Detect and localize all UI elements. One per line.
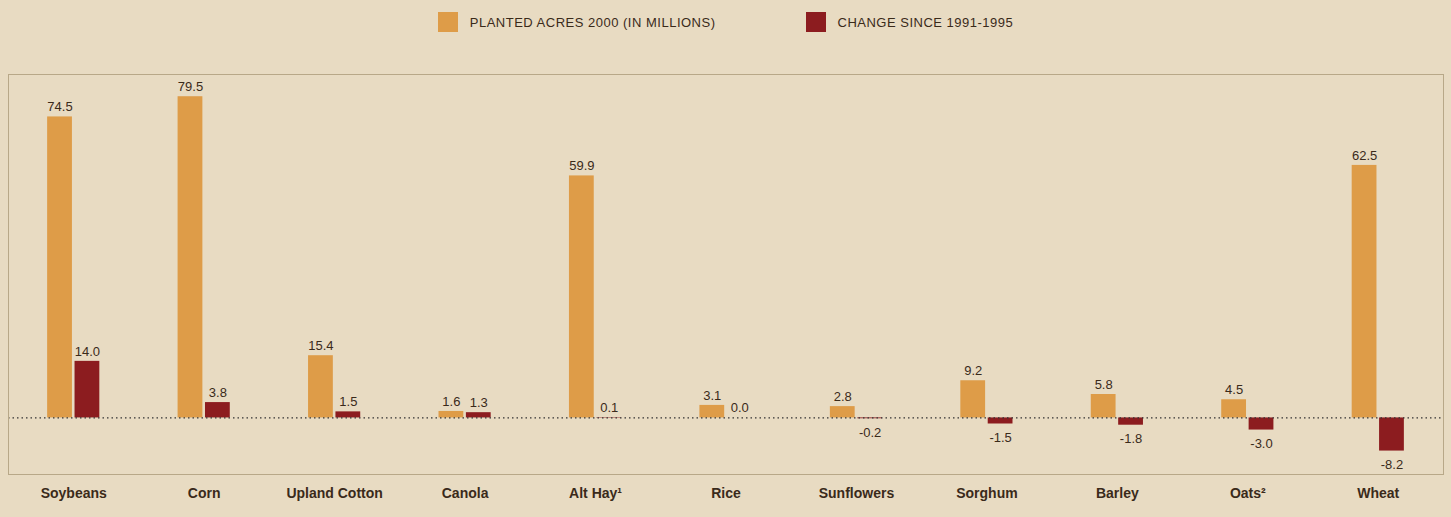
svg-text:Rice: Rice — [711, 485, 741, 501]
svg-text:-0.2: -0.2 — [859, 425, 881, 440]
svg-text:-8.2: -8.2 — [1381, 457, 1403, 472]
svg-text:-1.5: -1.5 — [989, 430, 1011, 445]
svg-text:Sorghum: Sorghum — [956, 485, 1017, 501]
svg-text:1.6: 1.6 — [442, 394, 460, 409]
svg-text:Sunflowers: Sunflowers — [819, 485, 895, 501]
svg-text:Oats²: Oats² — [1230, 485, 1266, 501]
svg-text:5.8: 5.8 — [1095, 377, 1113, 392]
svg-text:Corn: Corn — [188, 485, 221, 501]
svg-text:0.0: 0.0 — [731, 400, 749, 415]
svg-text:Alt Hay¹: Alt Hay¹ — [569, 485, 622, 501]
svg-text:74.5: 74.5 — [47, 99, 72, 114]
svg-text:4.5: 4.5 — [1225, 382, 1243, 397]
html-text:CHANGE SINCE 1991-1995: CHANGE SINCE 1991-1995 — [837, 14, 1014, 30]
svg-text:14.0: 14.0 — [75, 344, 100, 359]
svg-text:15.4: 15.4 — [308, 338, 333, 353]
svg-text:-1.8: -1.8 — [1120, 431, 1142, 446]
svg-text:3.1: 3.1 — [703, 388, 721, 403]
svg-text:62.5: 62.5 — [1352, 148, 1377, 163]
svg-text:-3.0: -3.0 — [1250, 436, 1272, 451]
svg-text:Soybeans: Soybeans — [41, 485, 107, 501]
html-text:PLANTED ACRES 2000 (IN MILLION: PLANTED ACRES 2000 (IN MILLIONS) — [469, 14, 716, 30]
svg-text:79.5: 79.5 — [178, 79, 203, 94]
svg-text:Wheat: Wheat — [1357, 485, 1399, 501]
svg-text:59.9: 59.9 — [569, 158, 594, 173]
svg-text:3.8: 3.8 — [209, 385, 227, 400]
svg-text:Canola: Canola — [442, 485, 489, 501]
svg-text:1.5: 1.5 — [339, 394, 357, 409]
svg-text:2.8: 2.8 — [834, 389, 852, 404]
svg-text:0.1: 0.1 — [600, 400, 618, 415]
svg-text:Barley: Barley — [1096, 485, 1139, 501]
svg-text:9.2: 9.2 — [964, 363, 982, 378]
svg-text:1.3: 1.3 — [470, 395, 488, 410]
svg-text:Upland Cotton: Upland Cotton — [286, 485, 382, 501]
